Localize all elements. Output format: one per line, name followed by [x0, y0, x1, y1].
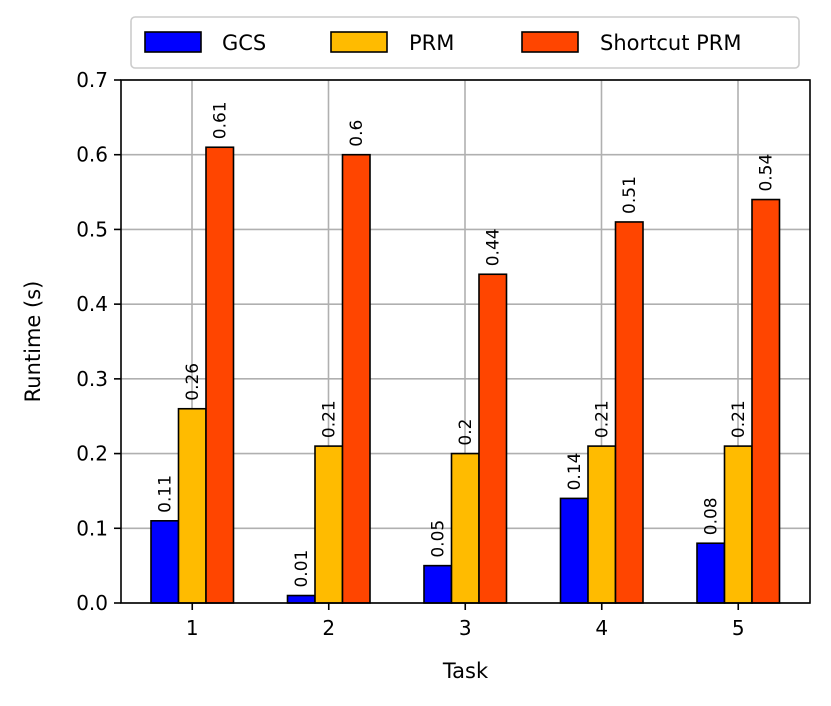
- bar-gcs: [286, 594, 316, 604]
- y-tick-label: 0.4: [76, 292, 108, 316]
- x-tick-label: 2: [322, 616, 335, 640]
- y-axis: 0.0 0.1 0.2 0.3 0.4 0.5 0.6 0.7: [76, 68, 121, 615]
- x-tick-label: 5: [732, 616, 745, 640]
- data-label: 0.05: [429, 520, 449, 558]
- x-tick-label: 4: [595, 616, 608, 640]
- legend-label: Shortcut PRM: [600, 31, 742, 55]
- bar-prm: [177, 407, 207, 604]
- bar-gcs: [696, 542, 726, 604]
- data-label: 0.08: [702, 497, 722, 535]
- data-label: 0.26: [183, 363, 203, 401]
- x-tick-label: 1: [186, 616, 199, 640]
- data-label: 0.2: [456, 419, 476, 446]
- x-tick-label: 3: [459, 616, 472, 640]
- data-labels: 0.11 0.01 0.05 0.14 0.08 0.26 0.21 0.2 0.21 0.21 0…: [156, 101, 777, 587]
- legend-label: PRM: [409, 31, 454, 55]
- y-tick-label: 0.1: [76, 516, 108, 540]
- legend: GCS PRM Shortcut PRM: [130, 16, 800, 69]
- bar-shortcut-prm: [751, 198, 781, 604]
- x-axis-label: Task: [442, 659, 489, 683]
- bar-shortcut-prm: [341, 153, 371, 604]
- data-label: 0.01: [292, 550, 312, 588]
- legend-swatch: [330, 31, 388, 53]
- bars: [150, 146, 781, 604]
- bar-gcs: [150, 520, 180, 604]
- legend-label: GCS: [222, 31, 266, 55]
- y-tick-label: 0.7: [76, 68, 108, 92]
- bar-gcs: [423, 564, 453, 604]
- bar-prm: [314, 445, 344, 604]
- y-tick-label: 0.3: [76, 367, 108, 391]
- y-tick-label: 0.2: [76, 442, 108, 466]
- y-axis-label: Runtime (s): [21, 281, 45, 403]
- bar-gcs: [559, 497, 589, 604]
- data-label: 0.21: [729, 400, 749, 438]
- bar-prm: [723, 445, 753, 604]
- bar-prm: [587, 445, 617, 604]
- data-label: 0.54: [757, 154, 777, 192]
- data-label: 0.21: [320, 400, 340, 438]
- bar-shortcut-prm: [478, 273, 508, 604]
- bar-shortcut-prm: [205, 146, 235, 604]
- legend-box: [130, 16, 800, 69]
- data-label: 0.14: [565, 453, 585, 491]
- bar-shortcut-prm: [614, 221, 644, 604]
- data-label: 0.11: [156, 475, 176, 513]
- data-label: 0.61: [211, 101, 231, 139]
- y-tick-label: 0.0: [76, 591, 108, 615]
- y-tick-label: 0.5: [76, 217, 108, 241]
- data-label: 0.44: [484, 228, 504, 266]
- x-axis: 1 2 3 4 5: [186, 603, 745, 640]
- legend-swatch: [521, 31, 579, 53]
- y-tick-label: 0.6: [76, 143, 108, 167]
- data-label: 0.51: [620, 176, 640, 214]
- data-label: 0.6: [347, 120, 367, 147]
- bar-prm: [450, 452, 480, 604]
- data-label: 0.21: [593, 400, 613, 438]
- legend-swatch: [144, 31, 202, 53]
